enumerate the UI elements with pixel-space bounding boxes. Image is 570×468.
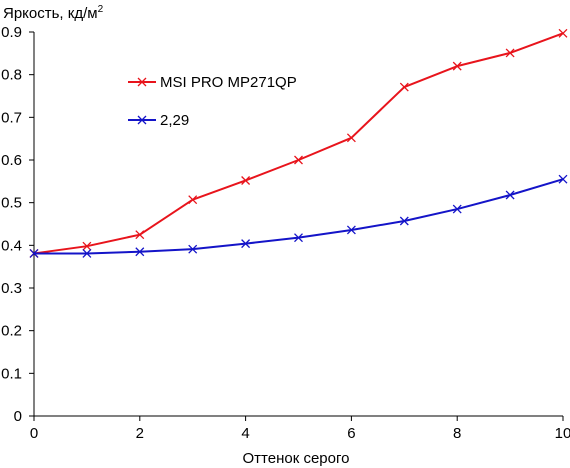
data-point-marker [505,48,515,58]
series-2 [29,174,568,258]
x-axis-title: Оттенок серого [243,450,350,467]
y-tick-label: 0.9 [1,24,22,41]
data-point-marker [558,28,568,38]
data-point-marker [188,244,198,254]
legend-label: MSI PRO MP271QP [160,74,297,91]
data-point-marker [82,248,92,258]
data-point-marker [135,230,145,240]
legend-marker [137,115,147,125]
data-point-marker [505,190,515,200]
y-tick-label: 0.3 [1,280,22,297]
data-point-marker [294,233,303,243]
legend-item: MSI PRO MP271QP [128,74,297,91]
y-axis-title-superscript: 2 [98,4,104,15]
data-point-marker [452,61,462,71]
y-tick-label: 0.7 [1,109,22,126]
data-point-marker [241,176,251,185]
y-tick-label: 0.2 [1,323,22,340]
x-tick-label: 0 [30,425,38,442]
y-tick-label: 0 [14,408,22,425]
legend: MSI PRO MP271QP 2,29 [128,74,297,129]
y-tick-label: 0.4 [1,237,22,254]
y-tick-label: 0.6 [1,152,22,169]
plot-series [29,28,568,258]
series-line [34,178,564,255]
series-line [33,32,564,255]
data-point-marker [346,133,356,143]
x-tick-label: 10 [555,425,570,442]
y-tick-label: 0.8 [1,67,22,84]
data-point-marker [29,248,39,258]
data-point-marker [294,155,303,165]
data-point-marker [135,247,145,257]
data-point-marker [346,225,356,235]
data-point-marker [82,241,92,251]
x-ticks: 0 2 4 6 8 10 [30,416,570,442]
y-ticks: 0 0.1 0.2 0.3 0.4 0.5 0.6 0.7 0.8 0.9 [1,24,34,425]
y-axis-title: Яркость, кд/м2 [3,4,104,22]
x-tick-label: 6 [347,425,355,442]
y-axis-title-text: Яркость, кд/м [3,5,98,22]
series-1 [29,28,568,258]
x-tick-label: 4 [241,425,249,442]
x-tick-label: 2 [136,425,144,442]
y-tick-label: 0.1 [1,365,22,382]
data-point-marker [188,195,198,205]
data-point-marker [399,82,409,92]
data-point-marker [241,239,251,249]
data-point-marker [452,204,462,214]
data-point-marker [399,216,409,226]
legend-marker [137,77,147,87]
x-tick-label: 8 [453,425,461,442]
legend-item: 2,29 [128,112,189,129]
axes: 0 2 4 6 8 10 0 0.1 0.2 0.3 0.4 0.5 0.6 0.7 0.8 0.9 [1,24,570,442]
legend-label: 2,29 [160,112,189,129]
y-tick-label: 0.5 [1,195,22,212]
data-point-marker [558,174,568,184]
